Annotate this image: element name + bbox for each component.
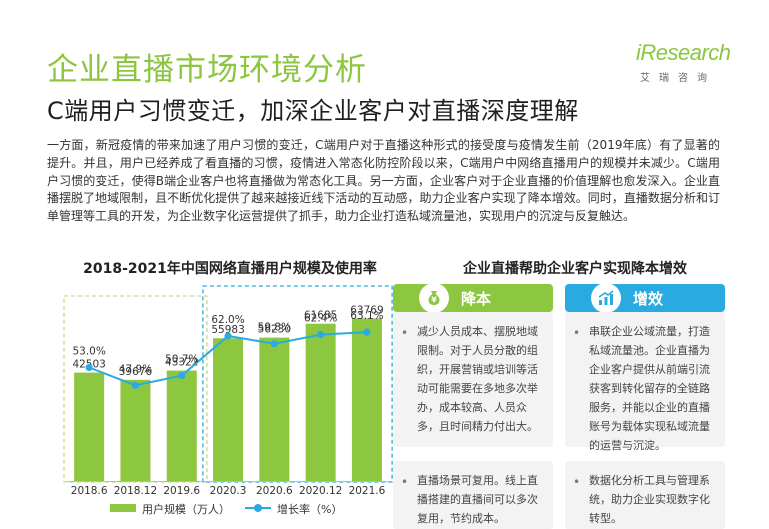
- user-scale-chart: 425033967643322559835623061685637692018.…: [54, 278, 399, 529]
- bar-2019.6: [166, 370, 197, 481]
- legend-line-dot: [254, 504, 262, 512]
- x-tick-label: 2021.6: [349, 485, 386, 497]
- increase-efficiency-header: 增效: [565, 283, 725, 313]
- growth-value-label: 63.1%: [350, 310, 383, 322]
- reduce-cost-text-1: 减少人员成本、摆脱地域限制。对于人员分散的组织，开展营销或培训等活动可能需要在多…: [417, 325, 538, 433]
- page-title: 企业直播市场环境分析: [47, 52, 367, 88]
- bar-2018.6: [74, 372, 105, 481]
- reduce-cost-header: ¥ 降本: [393, 283, 553, 313]
- logo-wordmark: iResearch: [636, 40, 731, 65]
- increase-efficiency-card-1: • 串联企业公域流量，打造私域流量池。企业直播为企业客户提供从前端引流获客到转化…: [565, 312, 725, 452]
- bullet-icon: •: [401, 475, 409, 489]
- growth-chart-icon: [591, 283, 621, 313]
- bar-value-label: 43322: [165, 357, 198, 369]
- x-tick-label: 2018.12: [114, 485, 157, 497]
- growth-point-2020.12: [317, 331, 325, 339]
- bar-2020.3: [213, 338, 244, 481]
- increase-efficiency-text-1: 串联企业公域流量，打造私域流量池。企业直播为企业客户提供从前端引流获客到转化留存…: [589, 325, 710, 452]
- bar-value-label: 61685: [304, 310, 337, 322]
- increase-efficiency-label: 增效: [633, 290, 664, 308]
- bullet-icon: •: [401, 326, 409, 340]
- growth-point-2020.6: [270, 340, 278, 348]
- growth-value-label: 47.9%: [119, 363, 152, 375]
- right-section-title: 企业直播帮助企业客户实现降本增效: [463, 261, 687, 277]
- bar-value-label: 39676: [119, 366, 153, 378]
- bar-value-label: 56230: [258, 324, 291, 336]
- growth-value-label: 59.8%: [258, 322, 291, 334]
- reduce-cost-label: 降本: [461, 290, 492, 308]
- bar-2020.6: [259, 337, 290, 481]
- x-tick-label: 2019.6: [163, 485, 200, 497]
- chart-title: 2018-2021年中国网络直播用户规模及使用率: [83, 261, 377, 277]
- legend-line-label: 增长率（%）: [277, 503, 343, 516]
- x-tick-label: 2020.12: [299, 485, 342, 497]
- legend-bar-label: 用户规模（万人）: [142, 503, 230, 516]
- reduce-cost-card-2: • 直播场景可复用。线上直播搭建的直播间可以多次复用，节约成本。: [393, 461, 553, 529]
- legend-bar-swatch: [110, 504, 136, 512]
- bar-2020.12: [305, 323, 336, 481]
- logo-chinese-name: 艾瑞咨询: [640, 73, 716, 84]
- growth-point-2018.12: [131, 381, 140, 389]
- reduce-cost-card-1: • 减少人员成本、摆脱地域限制。对于人员分散的组织，开展营销或培训等活动可能需要…: [393, 312, 553, 447]
- bar-2018.12: [120, 379, 151, 481]
- bar-2021.6: [351, 318, 382, 481]
- bar-value-label: 55983: [211, 324, 244, 336]
- bullet-icon: •: [573, 475, 581, 489]
- growth-point-2018.6: [85, 363, 93, 372]
- growth-point-2019.6: [178, 371, 186, 380]
- x-tick-label: 2018.6: [71, 485, 108, 497]
- page-subtitle: C端用户习惯变迁，加深企业客户对直播深度理解: [47, 97, 579, 125]
- svg-text:¥: ¥: [431, 296, 437, 305]
- money-bag-icon: ¥: [419, 283, 449, 313]
- growth-value-label: 53.0%: [72, 346, 105, 358]
- increase-efficiency-card-2: • 数据化分析工具与管理系统，助力企业实现数字化转型。: [565, 461, 725, 529]
- x-tick-label: 2020.3: [210, 485, 247, 497]
- chart-canvas: 425033967643322559835623061685637692018.…: [63, 285, 393, 497]
- increase-efficiency-text-2: 数据化分析工具与管理系统，助力企业实现数字化转型。: [589, 474, 710, 525]
- growth-point-2021.6: [363, 328, 371, 336]
- growth-point-2020.3: [224, 332, 232, 340]
- bullet-icon: •: [573, 326, 581, 340]
- reduce-cost-text-2: 直播场景可复用。线上直播搭建的直播间可以多次复用，节约成本。: [417, 474, 538, 525]
- intro-paragraph: 一方面，新冠疫情的带来加速了用户习惯的变迁，C端用户对于直播这种形式的接受度与疫…: [47, 138, 720, 224]
- iresearch-logo: iResearch 艾瑞咨询: [636, 40, 736, 90]
- growth-value-label: 50.7%: [165, 354, 198, 366]
- growth-value-label: 62.0%: [211, 314, 244, 326]
- growth-value-label: 62.4%: [304, 313, 337, 325]
- bar-value-label: 63769: [350, 304, 383, 316]
- x-tick-label: 2020.6: [256, 485, 293, 497]
